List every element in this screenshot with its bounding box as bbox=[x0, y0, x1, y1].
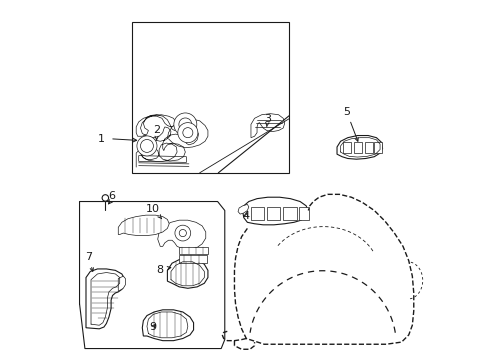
Polygon shape bbox=[118, 276, 125, 291]
Bar bbox=[131, 22, 289, 173]
Text: 5: 5 bbox=[343, 107, 358, 141]
Polygon shape bbox=[139, 156, 186, 162]
Bar bbox=[250, 207, 263, 220]
Text: 2: 2 bbox=[153, 125, 160, 140]
Text: 8: 8 bbox=[156, 265, 170, 275]
Text: 7: 7 bbox=[85, 252, 93, 271]
Bar bbox=[373, 141, 382, 153]
Polygon shape bbox=[158, 220, 205, 249]
Circle shape bbox=[183, 128, 192, 138]
Circle shape bbox=[175, 225, 190, 241]
Circle shape bbox=[137, 136, 157, 156]
Polygon shape bbox=[142, 310, 193, 341]
Circle shape bbox=[178, 123, 198, 143]
Text: 3: 3 bbox=[264, 114, 271, 127]
Bar bbox=[364, 141, 372, 153]
Polygon shape bbox=[250, 114, 284, 138]
Polygon shape bbox=[118, 215, 169, 235]
Text: 1: 1 bbox=[98, 134, 104, 144]
Polygon shape bbox=[86, 269, 124, 329]
Text: 4: 4 bbox=[242, 211, 249, 221]
Polygon shape bbox=[179, 247, 207, 253]
Circle shape bbox=[102, 195, 108, 201]
Circle shape bbox=[140, 139, 153, 152]
Circle shape bbox=[179, 229, 186, 237]
Bar bbox=[283, 207, 296, 220]
Bar bbox=[353, 141, 361, 153]
Polygon shape bbox=[167, 258, 207, 288]
Bar bbox=[298, 207, 308, 220]
Circle shape bbox=[174, 113, 196, 136]
Circle shape bbox=[179, 118, 191, 131]
Polygon shape bbox=[242, 197, 308, 225]
Bar bbox=[266, 207, 280, 220]
Polygon shape bbox=[179, 255, 206, 263]
Bar bbox=[343, 141, 350, 153]
Polygon shape bbox=[336, 135, 382, 159]
Text: 6: 6 bbox=[108, 191, 115, 201]
Text: 9: 9 bbox=[149, 322, 156, 332]
Text: 10: 10 bbox=[146, 204, 161, 219]
Polygon shape bbox=[238, 204, 248, 214]
